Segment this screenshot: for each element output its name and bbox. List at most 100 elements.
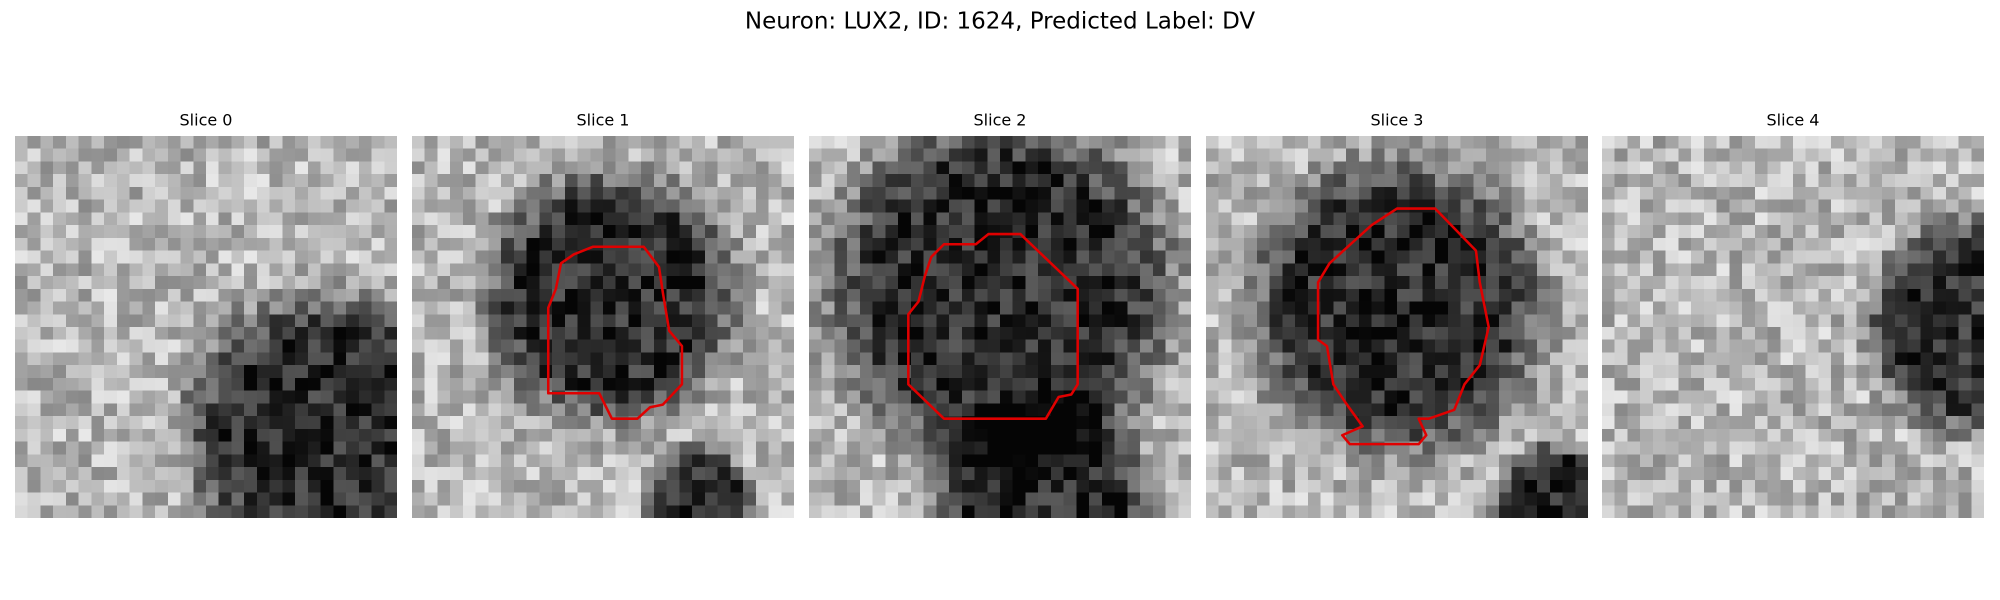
pixel [1269,365,1283,379]
pixel [1869,403,1883,417]
pixel [1627,237,1641,251]
pixel [1818,161,1832,175]
pixel [256,467,270,481]
pixel [218,327,232,340]
pixel [488,263,502,277]
pixel [1282,276,1296,290]
pixel [1562,467,1576,481]
pixel [1295,390,1309,404]
pixels [1206,136,1588,518]
pixel [346,390,360,404]
pixel [1206,161,1219,175]
pixel [615,276,629,290]
pixel [1575,467,1588,481]
pixel [1063,467,1077,481]
pixel [231,136,245,149]
pixel [1971,377,1984,391]
pixel [987,276,1001,290]
pixel [437,339,451,353]
pixel [78,301,92,315]
pixel [539,276,553,290]
pixel [371,263,385,277]
pixel [603,301,616,315]
pixel [692,441,706,455]
pixel [1101,263,1115,277]
pixel [244,314,258,328]
pixel [129,314,143,328]
pixel [475,161,489,175]
pixel [847,352,861,366]
pixel [1716,212,1730,226]
pixel [269,237,283,251]
pixel [1282,212,1296,226]
pixel [206,454,219,468]
pixel [1920,263,1934,277]
pixel [218,174,232,188]
pixel [1435,352,1449,366]
pixel [1602,479,1615,493]
pixel [1089,339,1103,353]
pixel [539,212,553,226]
pixel [1843,288,1857,302]
pixel [244,441,258,455]
pixel [180,339,194,353]
pixel [180,454,194,468]
pixel [180,263,194,277]
pixel [142,301,156,315]
pixel [1127,441,1141,455]
pixel [307,250,321,264]
pixel [692,352,706,366]
pixel [1767,416,1781,430]
pixel [1358,301,1372,315]
pixel [679,416,693,430]
pixel [1678,327,1692,340]
pixel [539,237,553,251]
pixel [1320,403,1334,417]
pixel [91,148,105,162]
pixel [653,352,667,366]
pixel [1716,352,1730,366]
pixel [15,314,28,328]
pixel [692,225,706,239]
pixel [1320,250,1334,264]
pixel [1793,403,1806,417]
pixel [809,467,822,481]
pixel [15,352,28,366]
pixel [1409,250,1423,264]
panel-title: Slice 2 [974,111,1027,130]
pixel [333,263,347,277]
pixel [1218,199,1232,213]
pixel [653,250,667,264]
pixel [847,225,861,239]
pixel [1486,186,1500,200]
pixel [1295,212,1309,226]
pixel [1269,314,1283,328]
pixel [282,250,296,264]
pixel [1869,225,1883,239]
pixel [104,428,118,442]
pixel [1665,288,1679,302]
pixel [898,212,912,226]
pixel [834,377,848,391]
pixel [244,403,258,417]
pixel [552,428,566,442]
pixel [910,467,924,481]
pixel [872,199,886,213]
pixel [1486,314,1500,328]
pixel [1397,288,1410,302]
pixel [1473,390,1487,404]
pixel [513,186,527,200]
pixel [1231,377,1245,391]
pixel [1614,276,1628,290]
pixel [847,276,861,290]
pixel [1933,505,1947,518]
pixel [40,454,54,468]
pixel [910,416,924,430]
pixel [1333,250,1347,264]
pixel [590,428,604,442]
pixel [885,428,899,442]
pixel [1920,212,1934,226]
pixel [1537,416,1551,430]
pixel [1282,428,1296,442]
pixel [1152,186,1166,200]
